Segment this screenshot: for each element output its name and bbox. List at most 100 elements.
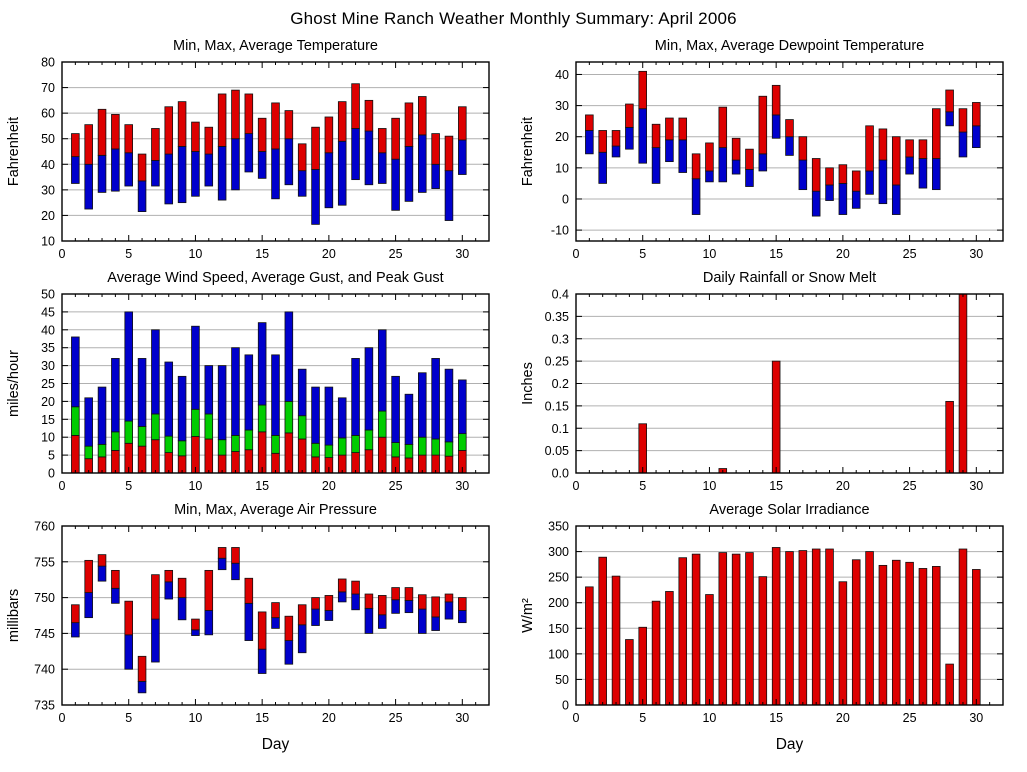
solar-bar — [918, 568, 927, 706]
temperature-bar-min-to-avg — [257, 151, 267, 179]
dewpoint-bar-avg-to-max — [584, 114, 594, 131]
dewpoint-bar-min-to-avg — [944, 111, 954, 127]
pressure-bar-min-to-avg — [111, 587, 120, 604]
wind-bar-peak-gust — [377, 329, 387, 412]
chart-pressure: 0 5 10 15 20 25 30 735 740 745 750 755 760 Min, Max, … — [0, 499, 513, 759]
dewpoint-bar-min-to-avg — [851, 190, 860, 209]
dewpoint-bar-min-to-avg — [651, 147, 660, 184]
temperature-bar-avg-to-max — [364, 99, 374, 132]
wind-bar-avg-gust — [217, 439, 227, 456]
x-tick-label: 5 — [639, 247, 646, 261]
temperature-bar-min-to-avg — [71, 156, 80, 184]
pressure-bar-avg-to-max — [111, 569, 120, 589]
dewpoint-bar-avg-to-max — [851, 170, 860, 192]
temperature-bar-min-to-avg — [164, 153, 174, 205]
y-tick-label: 745 — [34, 627, 55, 641]
temperature-bar-avg-to-max — [404, 102, 414, 147]
rainfall-title: Daily Rainfall or Snow Melt — [702, 270, 875, 286]
temperature-bar-avg-to-max — [311, 126, 320, 170]
wind-bar-avg-gust — [71, 406, 80, 436]
y-tick-label: 0.25 — [544, 355, 568, 369]
wind-bar-avg-gust — [164, 435, 174, 453]
y-tick-label: 5 — [48, 449, 55, 463]
wind-bar-avg-gust — [231, 435, 240, 452]
y-tick-label: 50 — [555, 673, 569, 687]
wind-bar-avg-gust — [191, 408, 200, 437]
temperature-bar-min-to-avg — [377, 152, 387, 184]
wind-bar-avg-gust — [97, 443, 107, 458]
temperature-bar-min-to-avg — [244, 133, 254, 173]
rainfall-bar — [944, 400, 954, 474]
temperature-bar-avg-to-max — [418, 96, 427, 136]
wind-bar-avg-gust — [137, 426, 147, 447]
pressure-bar-avg-to-max — [377, 595, 387, 616]
pressure-ylabel: millibars — [6, 589, 22, 642]
dewpoint-bar-min-to-avg — [958, 131, 967, 158]
pressure-bar-min-to-avg — [391, 599, 400, 614]
wind-bar-avg-gust — [84, 445, 93, 460]
wind-bar-peak-gust — [244, 354, 254, 431]
wind-bar-avg-gust — [271, 435, 280, 454]
x-tick-label: 25 — [389, 247, 403, 261]
dewpoint-bar-avg-to-max — [931, 108, 941, 159]
dewpoint-bar-avg-to-max — [691, 153, 700, 180]
wind-bar-avg-wind — [111, 450, 120, 474]
wind-bar-avg-gust — [177, 440, 187, 457]
x-tick-label: 30 — [969, 479, 983, 493]
dewpoint-bar-avg-to-max — [611, 130, 620, 147]
wind-bar-peak-gust — [231, 347, 240, 436]
wind-bar-peak-gust — [284, 311, 294, 402]
temperature-bar-avg-to-max — [351, 83, 360, 129]
pressure-bar-min-to-avg — [97, 565, 107, 582]
wind-bar-avg-wind — [164, 452, 174, 474]
temperature-bar-min-to-avg — [111, 148, 120, 192]
pressure-bar-min-to-avg — [244, 602, 254, 641]
y-tick-label: 735 — [34, 699, 55, 713]
pressure-bar-avg-to-max — [444, 593, 454, 603]
dewpoint-title: Min, Max, Average Dewpoint Temperature — [654, 38, 923, 54]
solar-plot: 0 5 10 15 20 25 30050100150200250300350Average… — [520, 502, 1004, 753]
solar-xlabel: Day — [775, 736, 803, 753]
pressure-bar-avg-to-max — [217, 547, 227, 559]
dewpoint-bar-avg-to-max — [758, 95, 767, 155]
y-tick-label: 750 — [34, 591, 55, 605]
wind-bar-peak-gust — [164, 361, 174, 437]
x-tick-label: 25 — [389, 711, 403, 725]
wind-bar-avg-gust — [204, 413, 214, 440]
x-tick-label: 20 — [322, 711, 336, 725]
solar-bar — [624, 639, 634, 706]
y-tick-label: 0.35 — [544, 310, 568, 324]
x-tick-label: 15 — [769, 711, 783, 725]
pressure-bar-min-to-avg — [351, 593, 360, 611]
wind-bar-avg-gust — [404, 443, 414, 459]
dewpoint-bar-avg-to-max — [891, 136, 901, 186]
wind-bar-peak-gust — [337, 397, 347, 439]
pressure-bar-min-to-avg — [164, 581, 174, 600]
x-tick-label: 15 — [255, 247, 269, 261]
x-tick-label: 0 — [59, 247, 66, 261]
wind-bar-avg-wind — [351, 452, 360, 474]
temperature-bar-avg-to-max — [337, 101, 347, 142]
rainfall-bar — [771, 360, 780, 474]
dewpoint-bar-avg-to-max — [944, 89, 954, 113]
solar-bar — [677, 557, 687, 706]
pressure-bar-min-to-avg — [297, 624, 307, 654]
temperature-ylabel: Fahrenheit — [6, 117, 22, 186]
temperature-bar-avg-to-max — [124, 124, 133, 154]
pressure-bar-min-to-avg — [271, 617, 280, 629]
temperature-bar-min-to-avg — [404, 145, 414, 202]
pressure-bar-avg-to-max — [231, 547, 240, 564]
pressure-bar-min-to-avg — [137, 680, 147, 694]
x-tick-label: 5 — [125, 711, 132, 725]
y-tick-label: 0.05 — [544, 444, 568, 458]
x-tick-label: 20 — [322, 479, 336, 493]
dewpoint-bar-avg-to-max — [904, 139, 914, 158]
wind-bar-peak-gust — [391, 375, 400, 443]
solar-bar — [784, 551, 794, 706]
y-tick-label: 0.3 — [551, 332, 568, 346]
wind-bar-avg-wind — [364, 449, 374, 474]
x-tick-label: 5 — [125, 247, 132, 261]
wind-bar-peak-gust — [71, 336, 80, 408]
temperature-bar-avg-to-max — [217, 93, 227, 147]
solar-bar — [704, 594, 714, 706]
